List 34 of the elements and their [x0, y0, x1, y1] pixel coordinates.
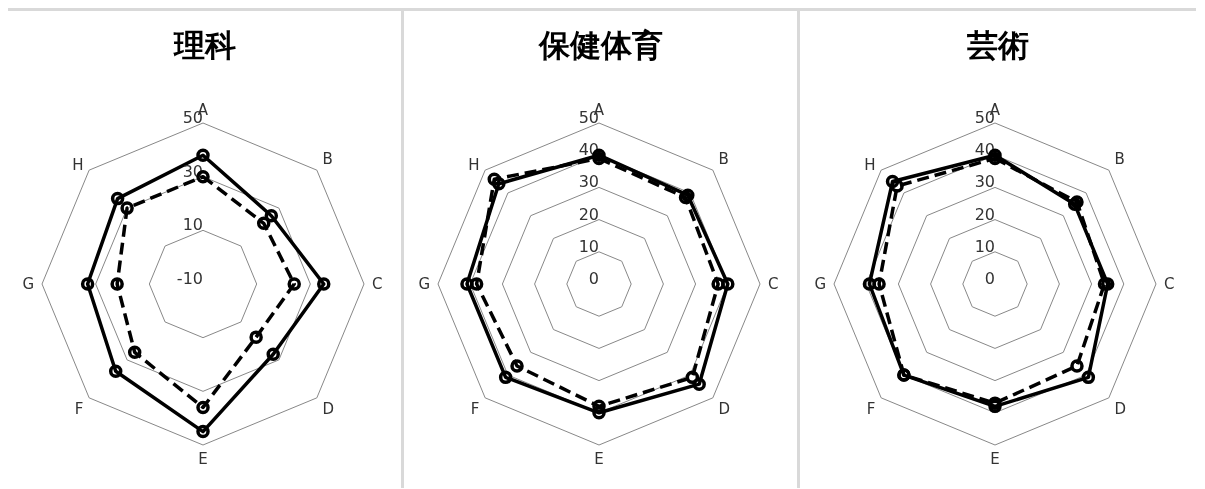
- spoke-label: E: [594, 449, 604, 468]
- y-tick-label: 0: [588, 269, 599, 288]
- chart-title: 芸術: [966, 26, 1030, 65]
- y-tick-label: 20: [578, 204, 599, 224]
- chart-title: 保健体育: [537, 26, 664, 65]
- spoke-label: B: [718, 150, 729, 169]
- spoke-label: H: [864, 155, 876, 174]
- spoke-label: E: [198, 449, 208, 468]
- y-tick-label: 10: [578, 236, 599, 256]
- spoke-label: D: [1114, 400, 1127, 419]
- spoke-label: F: [470, 400, 480, 419]
- spoke-label: H: [468, 155, 480, 174]
- spoke-label: B: [322, 150, 333, 169]
- y-tick-label: 10: [974, 236, 995, 256]
- spoke-label: C: [768, 275, 779, 294]
- spoke-label: G: [22, 275, 34, 294]
- spoke-label: B: [1114, 150, 1125, 169]
- spoke-label: G: [814, 275, 826, 294]
- y-tick-label: 20: [974, 204, 995, 224]
- y-tick-label: -10: [176, 269, 203, 288]
- spoke-label: C: [372, 275, 383, 294]
- spoke-label: G: [418, 275, 430, 294]
- spoke-label: D: [718, 400, 731, 419]
- y-tick-label: 30: [974, 172, 995, 192]
- y-tick-label: 0: [984, 269, 995, 288]
- spoke-label: F: [74, 400, 84, 419]
- spoke-label: F: [866, 400, 876, 419]
- spoke-label: D: [322, 400, 335, 419]
- chart-title: 理科: [172, 26, 237, 65]
- y-tick-label: 10: [182, 215, 203, 235]
- spoke-label: C: [1164, 275, 1175, 294]
- y-tick-label: 30: [578, 172, 599, 192]
- spoke-label: H: [72, 155, 84, 174]
- spoke-label: E: [990, 449, 1000, 468]
